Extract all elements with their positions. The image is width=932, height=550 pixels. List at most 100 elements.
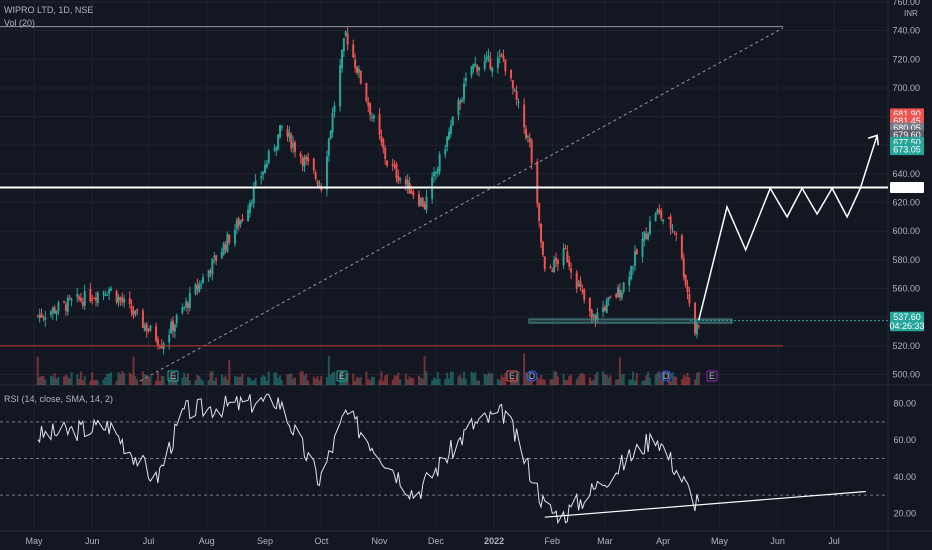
volume-bar	[682, 374, 685, 385]
volume-bar	[280, 380, 283, 385]
candle-body	[156, 339, 159, 346]
symbol-legend[interactable]: WIPRO LTD, 1D, NSE	[4, 5, 94, 15]
price-badge-label: 537.60	[893, 312, 921, 322]
candle-body	[68, 298, 71, 300]
volume-bar	[444, 379, 447, 385]
candle-body	[173, 324, 176, 332]
volume-bar	[307, 380, 310, 385]
time-tick-label: Feb	[545, 536, 561, 546]
volume-bar	[277, 378, 280, 385]
candle-body	[51, 307, 54, 313]
candle-body	[515, 91, 518, 100]
volume-bar	[196, 374, 199, 385]
candle-body	[211, 258, 214, 275]
volume-bar	[170, 378, 173, 385]
volume-bar	[556, 376, 559, 385]
volume-bar	[286, 374, 289, 385]
price-tick-label: 620.00	[892, 198, 920, 208]
candle-body	[147, 329, 150, 331]
candle-body	[70, 299, 73, 301]
volume-bar	[303, 375, 306, 385]
candle-body	[115, 290, 118, 303]
volume-bar	[344, 373, 347, 385]
candle-body	[502, 55, 505, 59]
volume-bar	[233, 375, 236, 385]
volume-bar	[382, 380, 385, 385]
candle-body	[697, 325, 700, 327]
volume-bar	[147, 376, 150, 385]
price-tick-label: 760.00	[892, 0, 920, 7]
rsi-legend[interactable]: RSI (14, close, SMA, 14, 2)	[4, 394, 114, 404]
rsi-tick-label: 60.00	[893, 435, 916, 445]
candle-body	[275, 146, 278, 151]
volume-bar	[333, 371, 336, 385]
volume-bar	[372, 376, 375, 385]
candle-body	[365, 82, 368, 102]
volume-bar	[555, 371, 558, 385]
projection-arrowhead	[867, 134, 879, 146]
candle-body	[436, 168, 439, 174]
volume-bar	[485, 375, 488, 385]
candle-body	[541, 241, 544, 256]
candle-body	[327, 138, 330, 156]
candle-body	[673, 231, 676, 233]
volume-bar	[156, 371, 159, 385]
candle-body	[316, 180, 319, 185]
candle-body	[632, 267, 635, 269]
volume-bar	[459, 374, 462, 385]
volume-bar	[367, 378, 370, 385]
volume-bar	[412, 378, 415, 385]
volume-bar	[44, 379, 47, 385]
candle-body	[134, 310, 137, 315]
volume-bar	[662, 373, 665, 385]
volume-bar	[553, 371, 556, 385]
time-tick-label: 2022	[484, 536, 504, 546]
volume-bar	[331, 372, 334, 385]
candle-body	[596, 312, 599, 319]
candle-body	[449, 124, 452, 134]
volume-bar	[688, 377, 691, 385]
volume-bar	[617, 379, 620, 385]
candle-body	[630, 266, 633, 280]
candle-body	[356, 67, 359, 73]
candle-body	[128, 298, 131, 304]
volume-bar	[318, 380, 321, 385]
volume-bar	[239, 376, 242, 385]
time-tick-label: Dec	[428, 536, 445, 546]
volume-bar	[68, 378, 71, 385]
volume-legend[interactable]: Vol (20)	[4, 18, 36, 28]
candle-body	[119, 297, 122, 300]
candle-body	[209, 270, 212, 273]
candle-body	[622, 282, 625, 292]
volume-bar	[158, 380, 161, 385]
candle-body	[280, 126, 283, 128]
candle-body	[581, 290, 584, 292]
candle-body	[575, 272, 578, 289]
volume-bar	[483, 373, 486, 385]
volume-bar	[654, 374, 657, 385]
volume-bar	[449, 371, 452, 385]
candle-body	[233, 229, 236, 244]
price-badge	[890, 182, 924, 194]
volume-bar	[641, 380, 644, 385]
candle-body	[53, 307, 56, 314]
price-badge	[890, 144, 924, 156]
volume-bar	[581, 373, 584, 385]
volume-bar	[134, 376, 137, 385]
candle-body	[207, 269, 210, 278]
volume-bar	[635, 373, 638, 385]
candle-body	[419, 198, 422, 206]
volume-bar	[596, 371, 599, 385]
candle-body	[307, 157, 310, 162]
candle-body	[104, 294, 107, 296]
price-badge-label: 677.50	[893, 137, 921, 147]
candle-body	[262, 172, 265, 175]
candle-body	[635, 249, 638, 255]
volume-bar	[528, 379, 531, 385]
volume-bar	[448, 378, 451, 385]
volume-bar	[226, 379, 229, 385]
time-tick-label: Sep	[257, 536, 273, 546]
candle-body	[525, 128, 528, 139]
